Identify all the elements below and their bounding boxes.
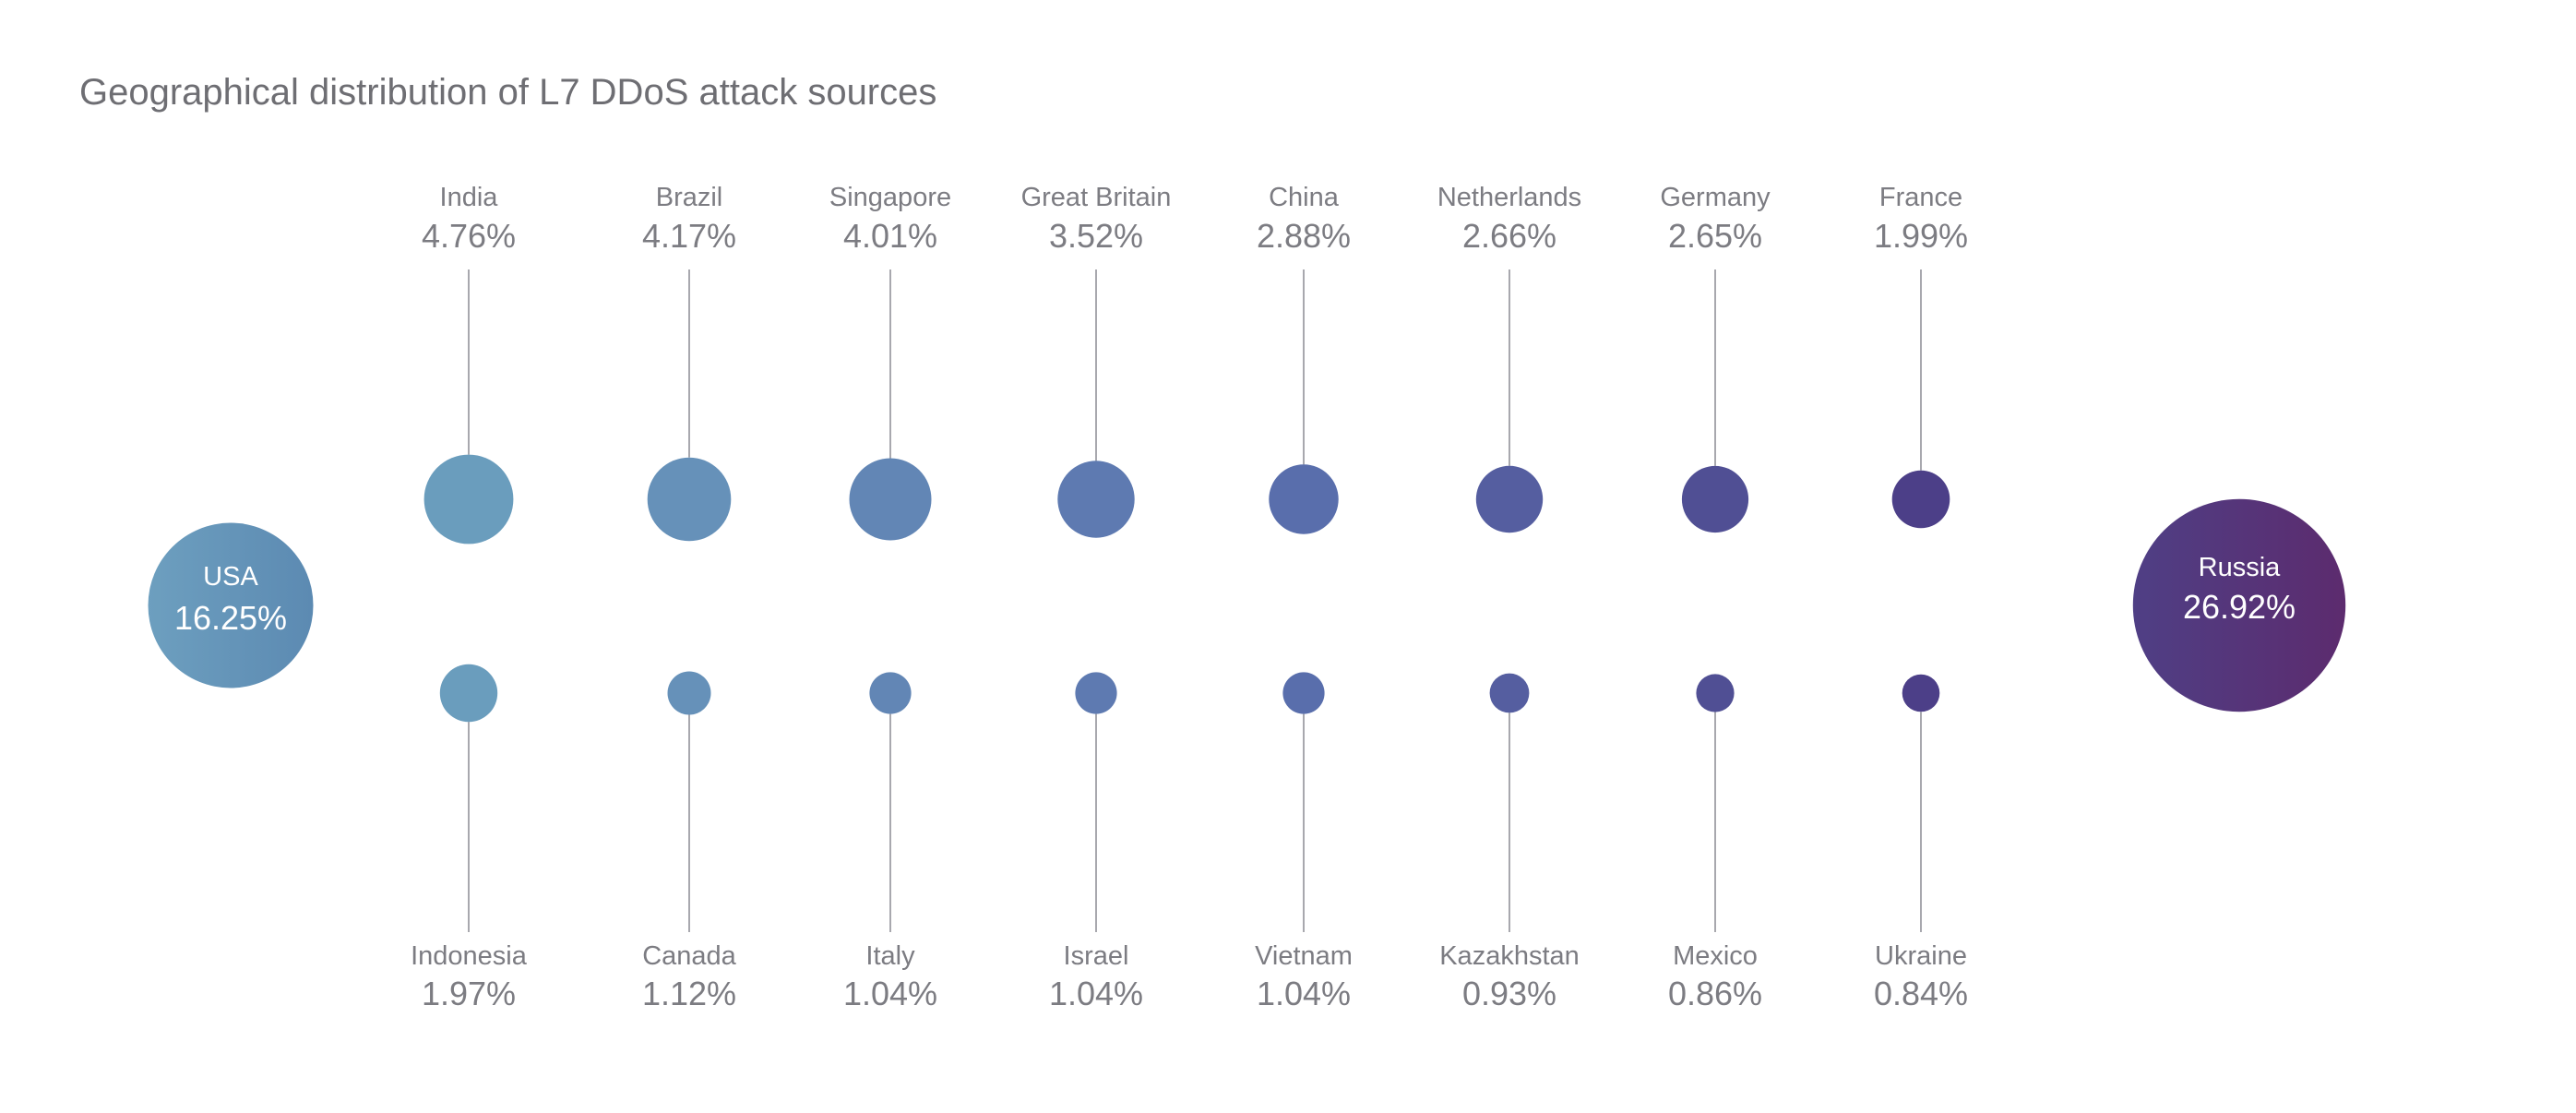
bubbles [148, 454, 2346, 723]
label-value-china: 2.88% [1257, 217, 1351, 255]
bubble-labels: India 4.76% Brazil 4.17% Singapore 4.01% Great… [174, 183, 2296, 1012]
bubble-brazil [647, 457, 732, 542]
label-value-great-britain: 3.52% [1049, 217, 1143, 255]
chart-title: Geographical distribution of L7 DDoS att… [79, 72, 937, 113]
label-name-israel: Israel [1064, 941, 1129, 971]
label-value-india: 4.76% [422, 217, 516, 255]
leader-lines [468, 269, 1922, 932]
label-name-vietnam: Vietnam [1255, 941, 1353, 971]
label-name-usa: USA [203, 562, 258, 592]
bubble-kazakhstan [1489, 673, 1530, 713]
bubble-mexico [1696, 674, 1735, 712]
label-name-indonesia: Indonesia [411, 941, 528, 971]
bubble-singapore [849, 458, 932, 541]
label-name-india: India [440, 183, 499, 212]
label-name-italy: Italy [865, 941, 915, 971]
bubble-china [1269, 464, 1339, 534]
label-name-brazil: Brazil [656, 183, 723, 212]
label-name-mexico: Mexico [1673, 941, 1758, 971]
bubble-india [423, 454, 514, 545]
label-value-canada: 1.12% [642, 975, 736, 1012]
bubble-germany [1681, 465, 1749, 533]
label-name-great-britain: Great Britain [1021, 183, 1172, 212]
bubble-usa [148, 522, 314, 688]
label-name-netherlands: Netherlands [1437, 183, 1581, 212]
label-value-france: 1.99% [1874, 217, 1968, 255]
bubble-indonesia [439, 664, 498, 723]
label-name-singapore: Singapore [829, 183, 951, 212]
bubble-netherlands [1475, 465, 1544, 533]
label-value-netherlands: 2.66% [1462, 217, 1556, 255]
label-value-israel: 1.04% [1049, 975, 1143, 1012]
bubble-ukraine [1902, 674, 1940, 712]
label-name-russia: Russia [2199, 553, 2282, 582]
label-value-germany: 2.65% [1668, 217, 1762, 255]
label-value-brazil: 4.17% [642, 217, 736, 255]
label-name-france: France [1879, 183, 1962, 212]
label-value-kazakhstan: 0.93% [1462, 975, 1556, 1012]
label-value-ukraine: 0.84% [1874, 975, 1968, 1012]
label-value-italy: 1.04% [843, 975, 937, 1012]
label-name-china: China [1269, 183, 1340, 212]
bubble-great-britain [1057, 461, 1135, 538]
bubble-russia [2132, 498, 2346, 712]
label-value-usa: 16.25% [174, 599, 287, 637]
label-value-vietnam: 1.04% [1257, 975, 1351, 1012]
label-name-kazakhstan: Kazakhstan [1439, 941, 1580, 971]
bubble-canada [667, 671, 711, 715]
bubble-france [1891, 470, 1950, 529]
label-name-ukraine: Ukraine [1875, 941, 1967, 971]
label-value-singapore: 4.01% [843, 217, 937, 255]
label-value-russia: 26.92% [2183, 588, 2296, 626]
label-value-mexico: 0.86% [1668, 975, 1762, 1012]
bubble-italy [869, 672, 912, 714]
label-value-indonesia: 1.97% [422, 975, 516, 1012]
bubble-israel [1075, 672, 1117, 714]
label-name-canada: Canada [642, 941, 736, 971]
label-name-germany: Germany [1660, 183, 1771, 212]
bubble-vietnam [1282, 672, 1325, 714]
